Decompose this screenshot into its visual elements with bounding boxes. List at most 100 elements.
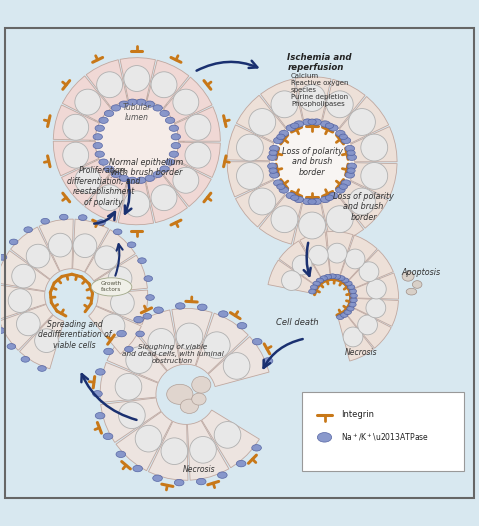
Polygon shape — [147, 60, 189, 108]
Ellipse shape — [274, 137, 283, 144]
Ellipse shape — [270, 172, 279, 178]
Polygon shape — [268, 260, 314, 293]
Circle shape — [95, 246, 118, 269]
Ellipse shape — [92, 391, 103, 397]
Ellipse shape — [344, 310, 352, 315]
Ellipse shape — [153, 475, 162, 481]
Circle shape — [361, 134, 388, 161]
Ellipse shape — [137, 99, 146, 105]
Ellipse shape — [329, 274, 336, 279]
Polygon shape — [175, 107, 220, 141]
Circle shape — [327, 243, 347, 263]
Circle shape — [273, 123, 351, 201]
Ellipse shape — [312, 198, 321, 205]
Ellipse shape — [320, 121, 330, 127]
Circle shape — [326, 206, 353, 232]
Ellipse shape — [0, 328, 5, 333]
Circle shape — [148, 329, 175, 355]
Ellipse shape — [160, 166, 169, 172]
Polygon shape — [236, 95, 285, 143]
Circle shape — [75, 167, 101, 193]
Circle shape — [161, 438, 188, 464]
Circle shape — [48, 233, 72, 257]
Text: Integrin: Integrin — [341, 410, 374, 419]
Ellipse shape — [341, 312, 348, 318]
Ellipse shape — [144, 276, 152, 281]
FancyArrowPatch shape — [196, 61, 257, 70]
Ellipse shape — [308, 289, 316, 294]
Ellipse shape — [350, 298, 357, 302]
Circle shape — [124, 66, 150, 92]
Polygon shape — [321, 196, 364, 245]
Ellipse shape — [329, 193, 338, 199]
Ellipse shape — [345, 172, 354, 178]
Circle shape — [349, 108, 376, 135]
Ellipse shape — [308, 199, 316, 205]
Polygon shape — [116, 412, 172, 471]
Polygon shape — [163, 160, 211, 207]
Circle shape — [16, 312, 40, 336]
Ellipse shape — [347, 163, 356, 169]
Ellipse shape — [153, 105, 162, 111]
Polygon shape — [300, 232, 330, 277]
Polygon shape — [295, 77, 331, 120]
Polygon shape — [85, 230, 136, 281]
Ellipse shape — [277, 134, 285, 139]
Polygon shape — [146, 175, 187, 222]
Circle shape — [361, 163, 388, 189]
Ellipse shape — [313, 281, 320, 286]
Circle shape — [349, 188, 376, 215]
Ellipse shape — [308, 119, 316, 125]
Polygon shape — [351, 163, 397, 199]
Polygon shape — [227, 125, 274, 161]
Ellipse shape — [217, 472, 227, 478]
Ellipse shape — [133, 466, 143, 472]
Ellipse shape — [402, 271, 414, 281]
Polygon shape — [208, 337, 269, 387]
Polygon shape — [339, 181, 388, 228]
Ellipse shape — [349, 289, 356, 294]
Ellipse shape — [347, 306, 354, 311]
Circle shape — [124, 191, 150, 217]
Polygon shape — [187, 420, 229, 480]
Ellipse shape — [218, 311, 228, 317]
Circle shape — [63, 114, 89, 140]
Polygon shape — [73, 219, 109, 272]
Ellipse shape — [169, 125, 179, 132]
Ellipse shape — [97, 220, 105, 226]
FancyArrowPatch shape — [263, 339, 303, 368]
Polygon shape — [351, 127, 397, 162]
Text: Spreading and
dedifferentiation of
viable cells: Spreading and dedifferentiation of viabl… — [38, 320, 112, 350]
Circle shape — [34, 329, 58, 352]
Ellipse shape — [269, 150, 277, 156]
Circle shape — [173, 89, 199, 115]
Circle shape — [95, 99, 179, 183]
Text: Loss of polarity
and brush
border: Loss of polarity and brush border — [333, 192, 394, 221]
Ellipse shape — [303, 198, 312, 205]
Circle shape — [204, 332, 230, 359]
Ellipse shape — [117, 330, 126, 337]
Ellipse shape — [345, 281, 352, 286]
Polygon shape — [133, 310, 180, 371]
Circle shape — [326, 91, 353, 118]
Ellipse shape — [111, 105, 121, 111]
Ellipse shape — [136, 331, 144, 337]
Ellipse shape — [329, 125, 338, 131]
Ellipse shape — [174, 479, 184, 486]
Circle shape — [97, 72, 123, 98]
Ellipse shape — [318, 432, 331, 442]
Polygon shape — [148, 421, 188, 480]
Text: Sloughing of viable
and dead cells, with luminal
obstruction: Sloughing of viable and dead cells, with… — [122, 343, 224, 364]
Ellipse shape — [145, 175, 155, 181]
Text: Calcium
Reactive oxygen
species
Purine depletion
Phospholipases: Calcium Reactive oxygen species Purine d… — [291, 73, 349, 107]
Circle shape — [135, 426, 162, 452]
Ellipse shape — [79, 215, 87, 220]
Polygon shape — [101, 398, 161, 442]
Ellipse shape — [175, 303, 185, 309]
Ellipse shape — [347, 168, 355, 174]
Polygon shape — [236, 180, 285, 227]
Polygon shape — [0, 305, 53, 350]
Circle shape — [271, 91, 298, 118]
Circle shape — [343, 327, 363, 347]
Polygon shape — [279, 241, 321, 284]
